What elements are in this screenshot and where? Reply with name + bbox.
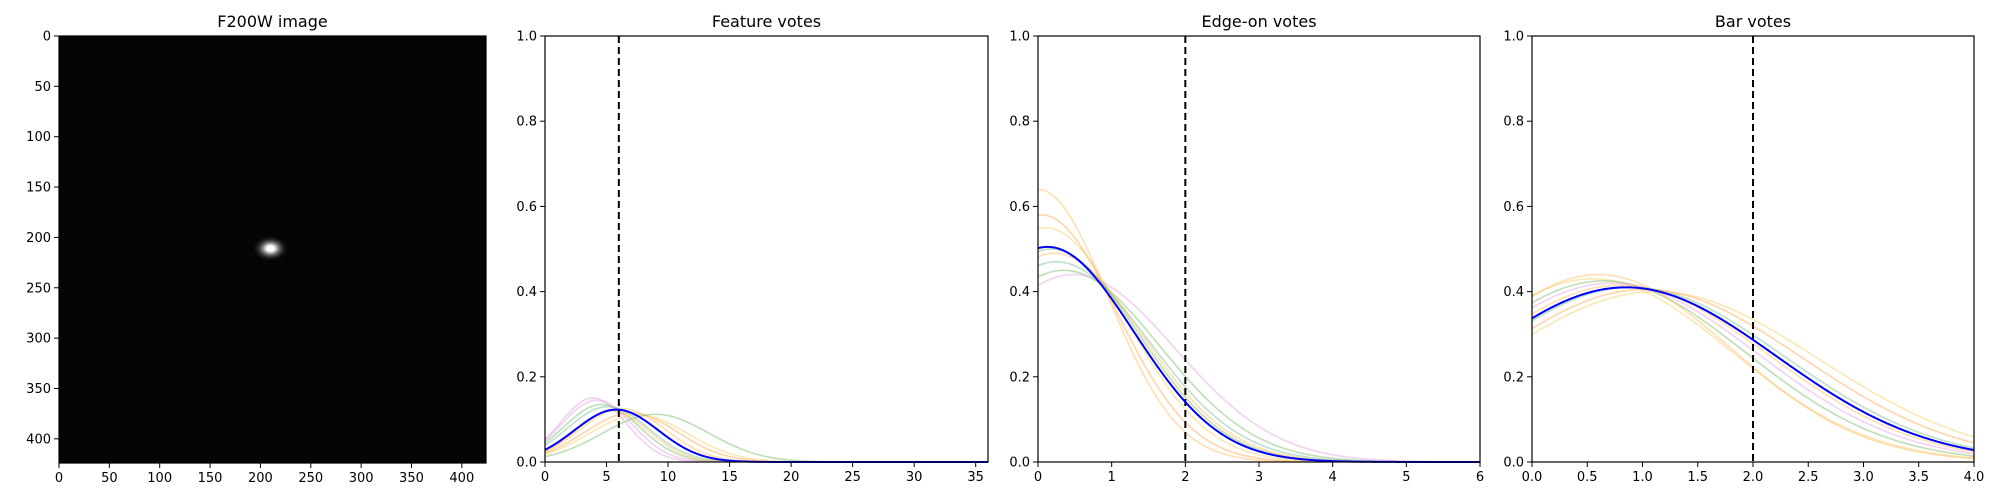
x-tick-label-1-3: 15	[721, 470, 738, 485]
x-tick-label-0-3: 150	[198, 471, 223, 486]
y-tick-label-2-2: 0.4	[1009, 285, 1030, 300]
x-tick-label-3-7: 3.5	[1908, 470, 1929, 485]
image-frame	[58, 35, 487, 464]
image-panel-title: F200W image	[217, 12, 327, 31]
posterior-draw-2-1	[1038, 214, 1480, 462]
x-tick-label-0-6: 300	[349, 471, 374, 486]
x-tick-label-1-1: 5	[602, 470, 610, 485]
x-tick-label-2-0: 0	[1034, 470, 1042, 485]
x-tick-label-3-8: 4.0	[1964, 470, 1985, 485]
y-tick-label-2-4: 0.8	[1009, 115, 1030, 130]
bar-votes-panel: Bar votes 0.0 0.5 1.0 1.5 2.0 2.5 3.0 3.5 4.0 0.…	[1503, 12, 1984, 485]
posterior-draw-2-0	[1038, 188, 1480, 462]
posterior-draw-1-5	[545, 414, 988, 462]
x-tick-label-3-3: 1.5	[1687, 470, 1708, 485]
x-tick-label-1-0: 0	[541, 470, 549, 485]
feature-y-ticks: 0.0 0.2 0.4 0.6 0.8 1.0	[516, 30, 545, 471]
x-tick-label-1-6: 30	[906, 470, 923, 485]
x-tick-label-1-5: 25	[844, 470, 861, 485]
feature-x-ticks: 0 5 10 15 20 25 30 35	[541, 462, 984, 485]
x-tick-label-2-1: 1	[1108, 470, 1116, 485]
y-tick-label-0-7: 350	[26, 382, 51, 397]
y-tick-label-2-5: 1.0	[1009, 30, 1030, 45]
x-tick-label-2-6: 6	[1476, 470, 1484, 485]
y-tick-label-2-1: 0.2	[1009, 370, 1030, 385]
y-tick-label-1-1: 0.2	[516, 370, 537, 385]
y-tick-label-1-2: 0.4	[516, 285, 537, 300]
y-tick-label-0-3: 150	[26, 181, 51, 196]
y-tick-label-1-0: 0.0	[516, 456, 537, 471]
feature-votes-panel: Feature votes 0 5 10 15 20 25 30 35 0.00.20.40.…	[516, 12, 989, 485]
image-y-ticks: 0 50 100 150 200 250 300 350 400	[26, 30, 59, 447]
image-panel: F200W image 0 50 100 150 200 250 300 350 400 0 50…	[26, 12, 487, 486]
y-tick-label-0-2: 100	[26, 130, 51, 145]
x-tick-label-3-6: 3.0	[1853, 470, 1874, 485]
x-tick-label-0-0: 0	[55, 471, 63, 486]
x-tick-label-3-5: 2.5	[1798, 470, 1819, 485]
galaxy-source	[252, 235, 289, 262]
x-tick-label-0-8: 400	[449, 471, 474, 486]
x-tick-label-3-2: 1.0	[1632, 470, 1653, 485]
x-tick-label-2-2: 2	[1181, 470, 1189, 485]
edge-on-y-ticks: 0.0 0.2 0.4 0.6 0.8 1.0	[1009, 30, 1038, 471]
y-tick-label-3-2: 0.4	[1503, 285, 1524, 300]
x-tick-label-0-4: 200	[248, 471, 273, 486]
x-tick-label-0-7: 350	[399, 471, 424, 486]
bar-x-ticks: 0.0 0.5 1.0 1.5 2.0 2.5 3.0 3.5 4.0	[1522, 462, 1985, 485]
y-tick-label-2-0: 0.0	[1009, 456, 1030, 471]
x-tick-label-3-4: 2.0	[1743, 470, 1764, 485]
y-tick-label-3-5: 1.0	[1503, 30, 1524, 45]
edge-on-votes-panel: Edge-on votes 0 1 2 3 4 5 6 0.0 0.2 0.4 0.6 0.8 1.0	[1009, 12, 1484, 485]
y-tick-label-3-0: 0.0	[1503, 456, 1524, 471]
x-tick-label-3-1: 0.5	[1577, 470, 1598, 485]
galaxy-core	[263, 243, 278, 254]
x-tick-label-1-4: 20	[783, 470, 800, 485]
bar-y-ticks: 0.0 0.2 0.4 0.6 0.8 1.0	[1503, 30, 1532, 471]
edge-on-x-ticks: 0 1 2 3 4 5 6	[1034, 462, 1484, 485]
x-tick-label-2-5: 5	[1402, 470, 1410, 485]
x-tick-label-2-4: 4	[1329, 470, 1337, 485]
edge-on-votes-title: Edge-on votes	[1201, 12, 1316, 31]
x-tick-label-0-2: 100	[147, 471, 172, 486]
bar-votes-title: Bar votes	[1715, 12, 1791, 31]
y-tick-label-1-4: 0.8	[516, 115, 537, 130]
x-tick-label-1-2: 10	[660, 470, 677, 485]
x-tick-label-1-7: 35	[967, 470, 984, 485]
y-tick-label-3-1: 0.2	[1503, 370, 1524, 385]
x-tick-label-0-5: 250	[298, 471, 323, 486]
y-tick-label-0-8: 400	[26, 432, 51, 447]
y-tick-label-1-3: 0.6	[516, 200, 537, 215]
y-tick-label-1-5: 1.0	[516, 30, 537, 45]
posterior-draw-3-3	[1532, 284, 1974, 453]
bar-mean-curve	[1531, 286, 1975, 452]
feature-votes-frame	[544, 35, 989, 463]
y-tick-label-0-4: 200	[26, 231, 51, 246]
y-tick-label-0-5: 250	[26, 281, 51, 296]
posterior-draw-3-6	[1532, 290, 1974, 438]
x-tick-label-2-3: 3	[1255, 470, 1263, 485]
y-tick-label-0-1: 50	[34, 80, 51, 95]
feature-votes-plot-area	[545, 36, 988, 462]
edge-on-votes-plot-area	[1038, 36, 1480, 462]
x-tick-label-3-0: 0.0	[1522, 470, 1543, 485]
feature-votes-title: Feature votes	[712, 12, 821, 31]
y-tick-label-0-6: 300	[26, 332, 51, 347]
y-tick-label-3-3: 0.6	[1503, 200, 1524, 215]
y-tick-label-2-3: 0.6	[1009, 200, 1030, 215]
x-tick-label-0-1: 50	[101, 471, 118, 486]
y-tick-label-3-4: 0.8	[1503, 115, 1524, 130]
y-tick-label-0-0: 0	[43, 30, 51, 45]
image-x-ticks: 0 50 100 150 200 250 300 350 400	[55, 463, 474, 486]
